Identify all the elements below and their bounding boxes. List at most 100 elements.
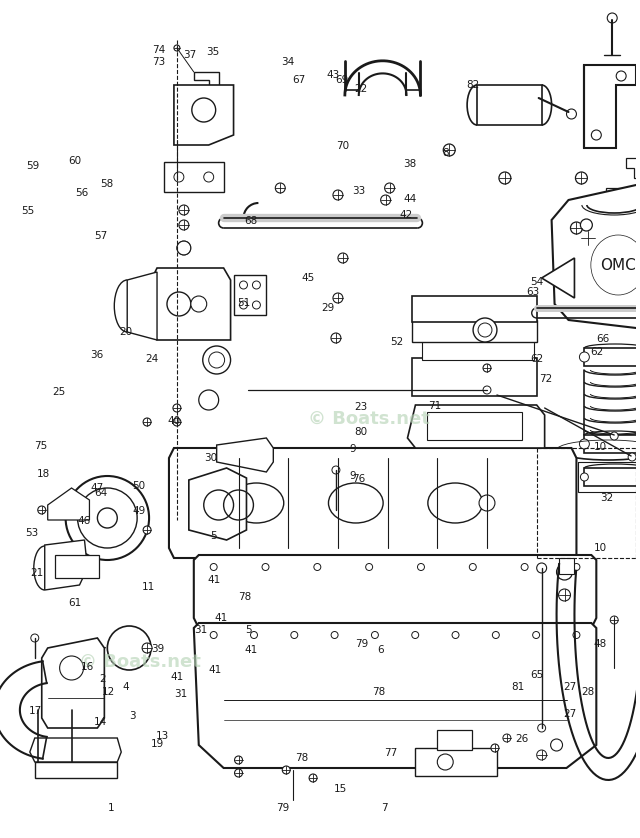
Circle shape: [239, 301, 248, 309]
Circle shape: [97, 508, 117, 528]
Circle shape: [143, 418, 151, 426]
Bar: [412, 320, 537, 342]
Text: 51: 51: [237, 298, 251, 308]
Circle shape: [573, 563, 580, 571]
Bar: [415, 748, 497, 776]
Text: 23: 23: [355, 402, 368, 412]
Text: 42: 42: [399, 210, 412, 220]
Circle shape: [203, 346, 230, 374]
Text: 44: 44: [403, 194, 416, 204]
Circle shape: [610, 432, 618, 440]
Text: 41: 41: [170, 672, 184, 682]
Polygon shape: [636, 192, 640, 210]
Circle shape: [469, 563, 476, 571]
Text: 63: 63: [527, 287, 540, 297]
Polygon shape: [30, 738, 121, 762]
Text: 9: 9: [349, 444, 356, 454]
Polygon shape: [35, 762, 117, 778]
Text: 73: 73: [152, 57, 166, 67]
Circle shape: [309, 774, 317, 782]
Text: 31: 31: [174, 689, 188, 699]
Circle shape: [579, 352, 589, 362]
Circle shape: [579, 439, 589, 449]
Circle shape: [252, 281, 260, 289]
Polygon shape: [584, 65, 636, 148]
Circle shape: [77, 488, 137, 548]
Text: 8: 8: [442, 148, 449, 158]
Text: 74: 74: [152, 45, 166, 55]
Text: 41: 41: [209, 665, 221, 675]
Text: 53: 53: [25, 528, 38, 538]
Text: 21: 21: [30, 568, 44, 578]
Text: 58: 58: [100, 179, 113, 189]
Circle shape: [437, 754, 453, 770]
Circle shape: [537, 750, 547, 760]
Text: 3: 3: [129, 711, 136, 722]
Bar: [437, 730, 472, 750]
Circle shape: [331, 632, 338, 639]
Text: 35: 35: [206, 47, 219, 57]
Circle shape: [575, 172, 588, 184]
Circle shape: [209, 352, 225, 368]
Text: 28: 28: [581, 687, 595, 697]
Circle shape: [234, 769, 243, 777]
Circle shape: [204, 172, 214, 182]
Text: 64: 64: [94, 488, 107, 498]
Circle shape: [143, 526, 151, 534]
Circle shape: [250, 632, 257, 639]
Circle shape: [252, 301, 260, 309]
Bar: [412, 296, 537, 322]
Text: 77: 77: [384, 747, 397, 758]
Text: 70: 70: [335, 141, 349, 151]
Text: 66: 66: [596, 334, 610, 344]
Polygon shape: [164, 162, 223, 192]
Text: 26: 26: [515, 734, 528, 744]
Circle shape: [191, 296, 207, 312]
Text: 6: 6: [377, 645, 384, 655]
Circle shape: [331, 333, 341, 343]
Text: 2: 2: [100, 674, 106, 684]
Text: 76: 76: [352, 474, 365, 484]
Text: 43: 43: [326, 70, 340, 80]
Bar: [584, 468, 640, 486]
Circle shape: [173, 418, 181, 426]
Text: 81: 81: [511, 682, 524, 692]
Text: 27: 27: [563, 682, 577, 692]
Circle shape: [210, 563, 217, 571]
Text: 17: 17: [28, 706, 42, 716]
Text: 29: 29: [321, 303, 335, 313]
Text: 50: 50: [132, 481, 145, 491]
Circle shape: [580, 219, 593, 231]
Bar: [579, 462, 640, 492]
Text: 54: 54: [530, 277, 543, 287]
Polygon shape: [217, 438, 273, 472]
Text: 61: 61: [68, 598, 82, 608]
Circle shape: [173, 404, 181, 412]
Circle shape: [591, 130, 602, 140]
Circle shape: [205, 495, 221, 511]
Text: 45: 45: [301, 273, 314, 283]
Text: 19: 19: [151, 739, 164, 749]
Circle shape: [179, 220, 189, 230]
Circle shape: [537, 563, 547, 573]
Text: 27: 27: [563, 709, 577, 719]
Circle shape: [338, 253, 348, 263]
Polygon shape: [626, 158, 640, 178]
Circle shape: [167, 292, 191, 316]
Circle shape: [628, 453, 636, 461]
Polygon shape: [169, 448, 577, 558]
Text: 5: 5: [244, 625, 252, 635]
Polygon shape: [194, 555, 596, 628]
Text: 20: 20: [120, 327, 132, 337]
Circle shape: [199, 390, 219, 410]
Text: 18: 18: [36, 469, 50, 479]
Circle shape: [239, 281, 248, 289]
Text: 10: 10: [594, 543, 607, 553]
Circle shape: [479, 495, 495, 511]
Text: 41: 41: [244, 645, 257, 655]
Circle shape: [291, 632, 298, 639]
Text: 13: 13: [156, 731, 169, 741]
Polygon shape: [234, 275, 266, 315]
Circle shape: [142, 643, 152, 653]
Circle shape: [473, 318, 497, 342]
